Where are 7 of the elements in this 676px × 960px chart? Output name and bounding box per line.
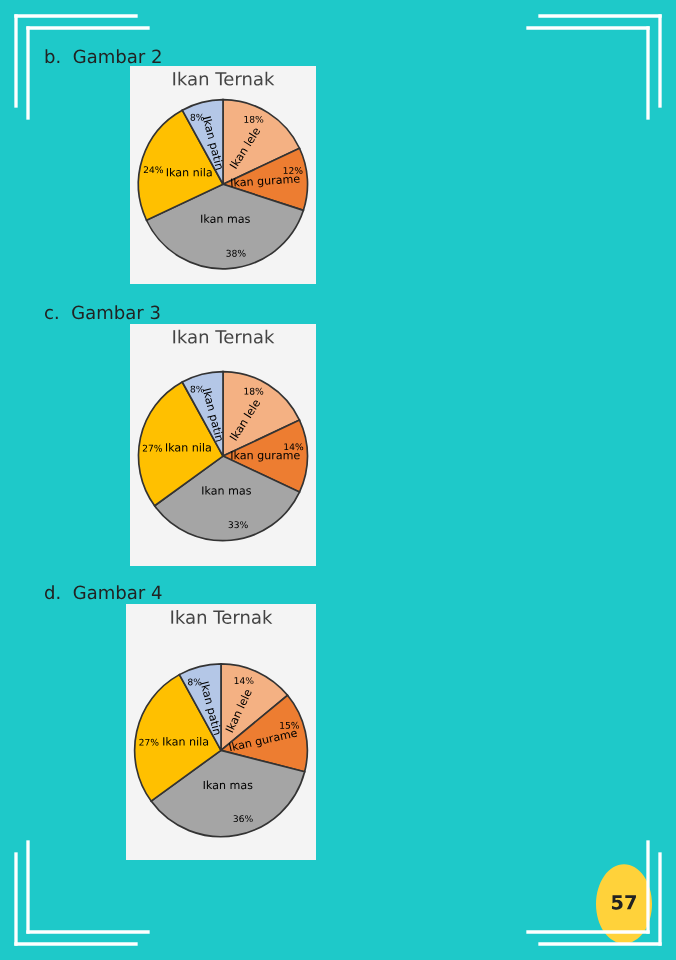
chart-title: Ikan Ternak [173,71,275,86]
text: c. Gambar 3 [45,305,160,320]
text: b. Gambar 2 [45,49,161,64]
chart-title: Ikan Ternak [171,609,273,624]
text: 57 [611,895,636,910]
text: d. Gambar 4 [45,585,162,600]
chart-title: Ikan Ternak [173,329,275,344]
